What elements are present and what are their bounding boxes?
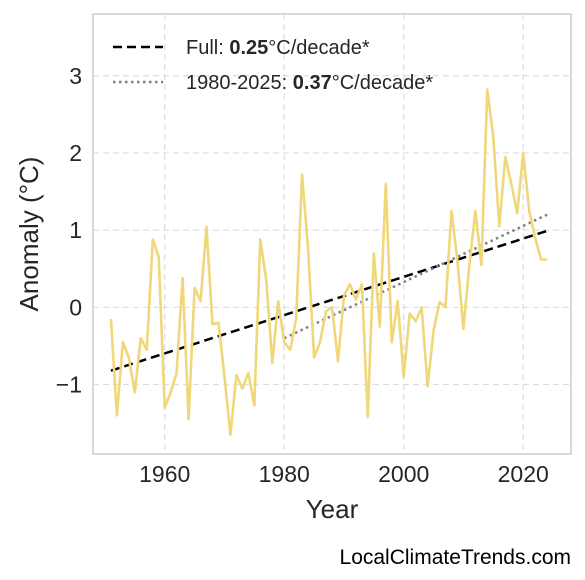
trend-lines <box>110 213 548 372</box>
x-tick-labels: 1960 1980 2000 2020 <box>139 461 549 487</box>
legend-entry-recent: 1980-2025: 0.37°C/decade* <box>186 72 433 94</box>
y-tick-2: 1 <box>69 217 82 243</box>
y-tick-3: 2 <box>69 140 82 166</box>
plot-area <box>92 13 572 455</box>
y-tick-4: 3 <box>69 63 82 89</box>
legend-recent-suffix: °C/decade* <box>332 72 434 94</box>
anomaly-series-line <box>109 88 548 437</box>
trend-line-recent <box>283 213 548 340</box>
legend-full-suffix: °C/decade* <box>268 37 370 59</box>
x-tick-1960: 1960 <box>139 461 190 487</box>
x-tick-2000: 2000 <box>378 461 429 487</box>
trend-line-full <box>110 229 548 372</box>
grid-lines <box>93 14 571 454</box>
legend: Full: 0.25°C/decade* 1980-2025: 0.37°C/d… <box>113 37 433 94</box>
x-tick-1980: 1980 <box>259 461 310 487</box>
legend-full-prefix: Full: <box>186 37 229 59</box>
y-tick-labels: −1 0 1 2 3 <box>56 63 82 398</box>
y-tick-0: −1 <box>56 372 82 398</box>
legend-recent-prefix: 1980-2025: <box>186 72 293 94</box>
y-tick-1: 0 <box>69 294 82 320</box>
legend-entry-full: Full: 0.25°C/decade* <box>186 37 370 59</box>
legend-recent-value: 0.37 <box>293 72 332 94</box>
x-tick-2020: 2020 <box>498 461 549 487</box>
data-series <box>109 88 548 437</box>
y-axis-label: Anomaly (°C) <box>14 157 44 312</box>
legend-full-value: 0.25 <box>229 37 268 59</box>
x-axis-label: Year <box>306 494 359 524</box>
site-credit: LocalClimateTrends.com <box>339 546 571 569</box>
